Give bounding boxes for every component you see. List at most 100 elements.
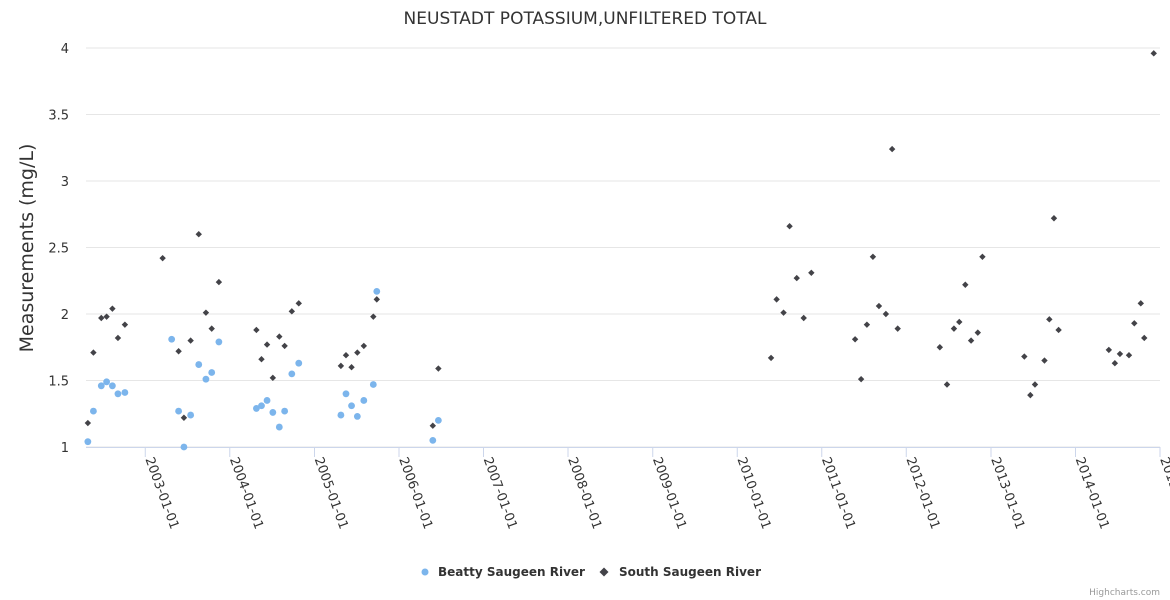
data-point[interactable] [269, 409, 277, 416]
data-point[interactable] [97, 382, 105, 390]
data-point[interactable] [288, 370, 296, 378]
data-point[interactable] [180, 414, 188, 421]
data-point[interactable] [962, 281, 969, 288]
data-point[interactable] [159, 254, 166, 262]
data-point[interactable] [275, 423, 283, 431]
data-point[interactable] [936, 344, 944, 351]
data-point[interactable] [208, 369, 216, 376]
data-point[interactable] [263, 341, 271, 348]
data-point[interactable] [295, 359, 303, 367]
data-point[interactable] [373, 287, 381, 295]
data-point[interactable] [103, 313, 110, 320]
data-point[interactable] [1041, 357, 1048, 364]
data-point[interactable] [215, 338, 223, 346]
data-point[interactable] [863, 321, 871, 328]
data-point[interactable] [276, 333, 283, 340]
data-point[interactable] [786, 223, 793, 230]
data-point[interactable] [974, 329, 981, 336]
data-point[interactable] [103, 378, 111, 386]
data-point[interactable] [950, 325, 958, 332]
data-point[interactable] [857, 375, 865, 383]
data-point[interactable] [114, 334, 122, 342]
data-point[interactable] [168, 335, 176, 343]
data-point[interactable] [353, 413, 361, 420]
data-point[interactable] [258, 356, 265, 363]
data-point[interactable] [342, 352, 350, 359]
data-point[interactable] [108, 382, 116, 390]
data-point[interactable] [1150, 50, 1157, 57]
data-point[interactable] [263, 397, 271, 404]
data-point[interactable] [429, 436, 437, 444]
data-point[interactable] [875, 302, 883, 310]
data-point[interactable] [434, 417, 442, 424]
data-point[interactable] [767, 354, 775, 362]
data-point[interactable] [114, 390, 122, 398]
data-point[interactable] [253, 326, 260, 334]
data-point[interactable] [851, 336, 859, 343]
data-point[interactable] [360, 342, 368, 350]
data-point[interactable] [360, 397, 368, 404]
data-point[interactable] [109, 305, 116, 312]
data-point[interactable] [1125, 352, 1133, 359]
data-point[interactable] [90, 349, 97, 356]
data-point[interactable] [90, 407, 97, 415]
data-point[interactable] [979, 253, 986, 261]
credits-link[interactable]: Highcharts.com [1089, 588, 1160, 598]
data-point[interactable] [956, 318, 963, 326]
data-point[interactable] [180, 443, 188, 451]
data-point[interactable] [121, 389, 129, 396]
data-point[interactable] [1031, 381, 1039, 388]
legend[interactable]: Beatty Saugeen River South Saugeen River [421, 565, 762, 579]
data-point[interactable] [269, 374, 277, 382]
data-point[interactable] [252, 405, 260, 412]
legend-item-south-saugeen-river[interactable]: South Saugeen River [599, 565, 762, 579]
data-point[interactable] [1046, 316, 1053, 323]
data-point[interactable] [348, 364, 355, 371]
data-point[interactable] [208, 325, 215, 332]
data-point[interactable] [84, 438, 92, 446]
data-point[interactable] [1021, 353, 1028, 360]
data-point[interactable] [215, 278, 223, 286]
data-point[interactable] [1131, 320, 1138, 327]
data-point[interactable] [1141, 334, 1148, 342]
data-point[interactable] [773, 296, 780, 303]
data-point[interactable] [1137, 300, 1144, 307]
data-point[interactable] [202, 375, 210, 383]
data-point[interactable] [869, 253, 877, 261]
data-point[interactable] [435, 365, 442, 372]
data-point[interactable] [342, 390, 350, 398]
data-point[interactable] [1050, 215, 1058, 222]
data-point[interactable] [1105, 346, 1113, 354]
data-point[interactable] [281, 342, 288, 350]
data-point[interactable] [373, 296, 380, 303]
data-point[interactable] [295, 300, 302, 307]
data-point[interactable] [894, 325, 901, 332]
data-point[interactable] [882, 310, 890, 318]
data-point[interactable] [195, 231, 202, 238]
data-point[interactable] [1116, 350, 1124, 358]
data-point[interactable] [281, 407, 289, 415]
data-point[interactable] [121, 321, 129, 328]
data-point[interactable] [800, 314, 807, 322]
data-point[interactable] [967, 337, 975, 344]
data-point[interactable] [84, 419, 92, 427]
data-point[interactable] [1111, 360, 1119, 367]
data-point[interactable] [258, 402, 265, 410]
data-point[interactable] [943, 381, 951, 388]
data-point[interactable] [98, 314, 105, 322]
data-point[interactable] [429, 422, 437, 429]
data-point[interactable] [337, 362, 345, 370]
legend-item-beatty-saugeen-river[interactable]: Beatty Saugeen River [421, 565, 586, 579]
data-point[interactable] [793, 274, 800, 282]
data-point[interactable] [780, 309, 787, 316]
data-point[interactable] [888, 145, 896, 153]
data-point[interactable] [288, 308, 296, 315]
data-point[interactable] [337, 411, 345, 419]
data-point[interactable] [187, 337, 194, 344]
data-point[interactable] [1027, 391, 1034, 399]
data-point[interactable] [202, 309, 210, 316]
data-point[interactable] [195, 361, 203, 368]
data-point[interactable] [808, 269, 815, 276]
data-point[interactable] [175, 407, 183, 415]
data-point[interactable] [187, 411, 195, 419]
